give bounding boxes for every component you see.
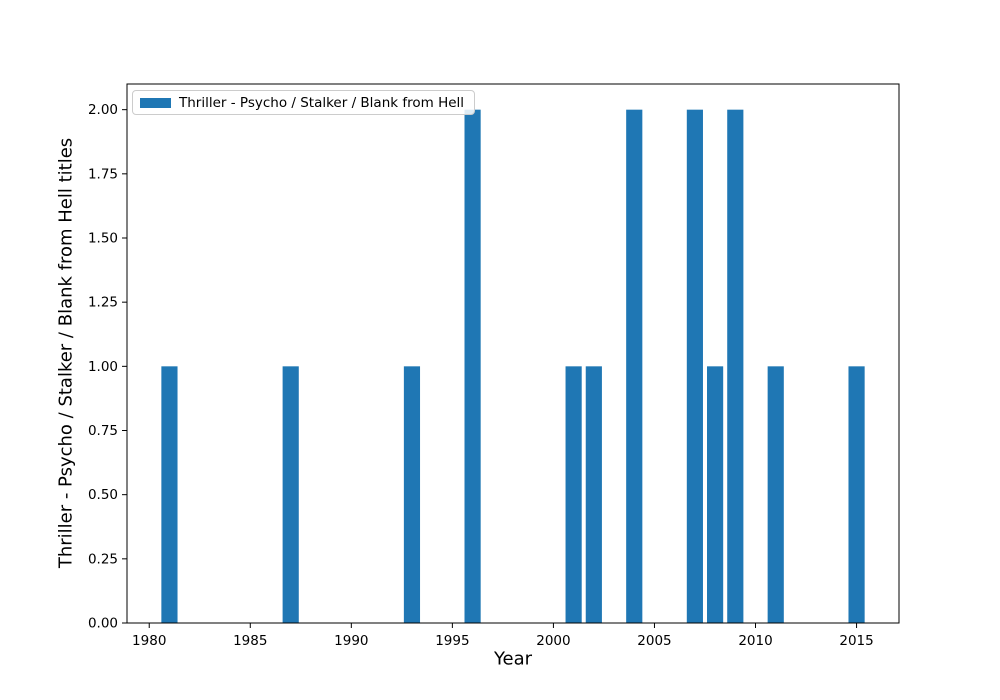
bar-2008 — [707, 366, 724, 623]
y-tick-label: 1.00 — [88, 359, 118, 375]
y-tick-label: 0.75 — [88, 423, 118, 439]
y-tick-label: 0.50 — [88, 487, 118, 503]
legend-swatch — [140, 97, 171, 108]
y-tick-label: 1.25 — [88, 295, 118, 311]
bar-2011 — [767, 366, 784, 623]
y-tick-label: 1.75 — [88, 166, 118, 182]
bar-2002 — [585, 366, 602, 623]
x-tick-label: 2010 — [738, 633, 772, 649]
x-axis: 1980 1985 1990 1995 2000 2005 2010 2015 — [132, 623, 874, 649]
x-tick-label: 1985 — [233, 633, 267, 649]
x-tick-label: 1980 — [132, 633, 166, 649]
legend: Thriller - Psycho / Stalker / Blank from… — [132, 90, 476, 115]
bar-2007 — [686, 109, 703, 624]
plot-border — [126, 83, 900, 624]
x-tick-label: 1995 — [435, 633, 469, 649]
y-axis: 0.00 0.25 0.50 0.75 1.00 1.25 1.50 1.75 2.00 — [88, 102, 127, 632]
bar-2004 — [626, 109, 643, 624]
y-tick-label: 0.00 — [88, 616, 118, 632]
bar-1981 — [161, 366, 178, 623]
y-tick-label: 2.00 — [88, 102, 118, 118]
bar-1987 — [282, 366, 299, 623]
bar-2001 — [565, 366, 582, 623]
legend-label: Thriller - Psycho / Stalker / Blank from… — [179, 94, 465, 111]
x-tick-label: 2005 — [637, 633, 671, 649]
bar-2009 — [727, 109, 744, 624]
x-tick-label: 2015 — [839, 633, 873, 649]
x-tick-label: 1990 — [334, 633, 368, 649]
bar-1996 — [464, 109, 481, 624]
bar-2015 — [848, 366, 865, 623]
y-tick-label: 0.25 — [88, 551, 118, 567]
bars-group — [161, 109, 865, 624]
x-tick-label: 2000 — [536, 633, 570, 649]
bar-1993 — [403, 366, 421, 623]
y-axis-label: Thriller - Psycho / Stalker / Blank from… — [55, 137, 77, 569]
y-tick-label: 1.50 — [88, 231, 118, 247]
x-axis-label: Year — [493, 648, 533, 670]
